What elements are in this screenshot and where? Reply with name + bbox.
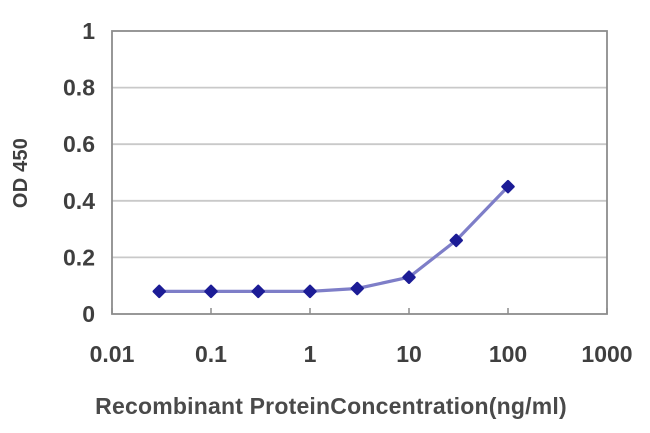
x-tick-label: 1 bbox=[304, 341, 317, 367]
x-axis-title: Recombinant ProteinConcentration(ng/ml) bbox=[95, 393, 567, 419]
plot-frame bbox=[111, 30, 608, 315]
x-tick-label: 1000 bbox=[581, 341, 632, 367]
data-point-marker bbox=[251, 284, 265, 299]
x-tick-label: 100 bbox=[489, 341, 527, 367]
gridlines-group bbox=[112, 86, 607, 259]
data-point-marker bbox=[204, 284, 218, 299]
data-point-marker bbox=[152, 284, 166, 299]
y-tick-label: 0 bbox=[82, 301, 95, 327]
series-line bbox=[157, 185, 510, 293]
data-series-group bbox=[152, 179, 515, 299]
x-tick-label: 10 bbox=[396, 341, 422, 367]
data-point-marker bbox=[449, 233, 463, 248]
data-point-marker bbox=[303, 284, 317, 299]
data-point-marker bbox=[402, 270, 416, 284]
y-tick-label: 0.6 bbox=[63, 131, 95, 157]
y-tick-label: 0.8 bbox=[63, 75, 95, 101]
data-point-marker bbox=[501, 179, 515, 194]
data-point-marker bbox=[350, 281, 364, 296]
y-tick-label: 0.2 bbox=[63, 244, 95, 270]
y-tick-label: 0.4 bbox=[63, 188, 95, 214]
y-tick-label: 1 bbox=[82, 18, 95, 44]
plot-frame-group bbox=[111, 30, 608, 315]
x-tick-label: 0.1 bbox=[195, 341, 227, 367]
y-axis-title: OD 450 bbox=[10, 138, 32, 208]
x-tick-label: 0.01 bbox=[90, 341, 135, 367]
tick-labels-group: 0.01 0.1 1 10 100 1000 0 0.2 0.4 0.6 0.8 1 bbox=[63, 18, 633, 367]
